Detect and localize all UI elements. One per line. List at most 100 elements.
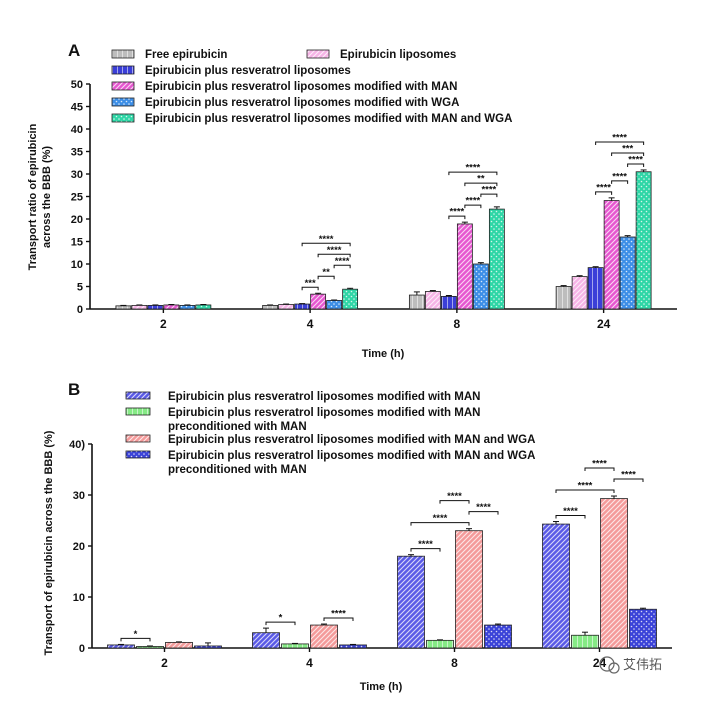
legend-label: preconditioned with MAN <box>168 464 307 476</box>
legend-label: preconditioned with MAN <box>168 421 307 433</box>
significance-bracket <box>448 215 466 220</box>
y-tick-label: 15 <box>71 237 83 249</box>
legend-label: Epirubicin plus resveratrol liposomes <box>145 65 351 77</box>
significance-bracket <box>410 522 470 526</box>
bar <box>278 304 295 310</box>
x-tick-label: 24 <box>597 317 611 331</box>
significance-label: **** <box>465 196 480 207</box>
significance-label: * <box>279 613 283 624</box>
significance-bracket <box>301 242 351 247</box>
y-tick-label: 30 <box>71 169 83 181</box>
bar <box>424 291 441 310</box>
bar <box>294 303 311 310</box>
significance-label: **** <box>621 470 636 481</box>
bar <box>194 645 222 649</box>
significance-bracket <box>584 467 615 472</box>
bar <box>165 641 193 649</box>
watermark: 艾伟拓 <box>599 656 662 674</box>
significance-bracket <box>464 204 482 209</box>
y-tick-label: 20 <box>73 541 85 553</box>
bar <box>426 639 454 649</box>
legend-swatch <box>111 81 135 91</box>
significance-bracket <box>265 621 296 626</box>
bar <box>571 634 599 649</box>
significance-label: **** <box>628 154 643 165</box>
bar <box>131 304 148 310</box>
significance-bracket <box>613 478 644 483</box>
panel-a-ylabel-line-1: Transport ratio of epirubicin <box>27 123 39 270</box>
legend-label: Epirubicin plus resveratrol liposomes mo… <box>145 81 457 93</box>
legend-label: Epirubicin liposomes <box>340 49 456 61</box>
y-tick-label: 40 <box>71 124 83 136</box>
bar <box>195 304 212 310</box>
panel-b-ylabel: Transport of epirubicin across the BBB (… <box>43 430 55 655</box>
bar <box>107 644 135 649</box>
bar <box>542 523 570 649</box>
bar <box>484 624 512 649</box>
significance-label: **** <box>331 609 346 620</box>
significance-label: **** <box>327 245 342 256</box>
significance-bracket <box>627 163 645 167</box>
significance-bracket <box>323 617 354 622</box>
y-tick-label: 25 <box>71 192 83 204</box>
significance-bracket <box>410 548 441 552</box>
x-tick-label: 2 <box>160 317 167 331</box>
significance-label: **** <box>418 539 433 550</box>
legend-swatch <box>111 49 135 59</box>
significance-label: **** <box>563 506 578 517</box>
bar <box>571 276 588 310</box>
wechat-icon <box>599 656 615 672</box>
significance-bracket <box>317 253 351 258</box>
significance-bracket <box>333 264 351 269</box>
panel-b-label: B <box>68 380 80 399</box>
y-tick-label: 30 <box>73 490 85 502</box>
significance-label: **** <box>433 513 448 524</box>
y-tick-label: 40) <box>69 439 85 451</box>
legend-swatch <box>111 65 135 75</box>
y-tick-label: 50 <box>71 79 83 91</box>
bar <box>397 555 425 649</box>
bar <box>603 200 620 310</box>
bar <box>252 632 280 649</box>
significance-bracket <box>611 180 629 184</box>
legend-label: Epirubicin plus resveratrol liposomes mo… <box>168 434 535 446</box>
panel-b-xlabel: Time (h) <box>360 681 403 693</box>
bar <box>262 304 279 310</box>
bar <box>440 295 457 310</box>
legend-swatch <box>125 391 151 400</box>
legend-swatch <box>111 113 135 123</box>
legend-label: Epirubicin plus resveratrol liposomes mo… <box>145 97 459 109</box>
x-tick-label: 4 <box>306 656 313 670</box>
significance-label: **** <box>476 502 491 513</box>
bar <box>488 208 505 310</box>
legend-label: Epirubicin plus resveratrol liposomes mo… <box>168 450 535 462</box>
y-tick-label: 10 <box>71 259 83 271</box>
significance-bracket <box>555 489 615 494</box>
bar <box>555 286 572 310</box>
x-tick-label: 8 <box>451 656 458 670</box>
significance-bracket <box>611 152 645 156</box>
significance-label: * <box>134 629 138 640</box>
legend-swatch <box>125 407 151 416</box>
significance-bracket <box>480 193 498 198</box>
legend-swatch <box>125 434 151 443</box>
y-tick-label: 0 <box>79 643 85 655</box>
bar <box>136 646 164 649</box>
bar <box>600 498 628 649</box>
significance-bracket <box>595 191 613 195</box>
significance-bracket <box>468 511 499 515</box>
bar <box>342 288 359 310</box>
significance-label: **** <box>612 132 627 143</box>
significance-bracket <box>317 275 335 280</box>
panel-b: B Epirubicin plus resveratrol liposomes … <box>43 380 672 693</box>
significance-label: **** <box>612 171 627 182</box>
significance-bracket <box>595 141 645 145</box>
bar <box>619 236 636 310</box>
bar <box>147 304 164 310</box>
bar <box>281 643 309 649</box>
significance-label: ** <box>477 174 485 185</box>
bar <box>635 171 652 310</box>
legend-label: Epirubicin plus resveratrol liposomes mo… <box>168 407 480 419</box>
